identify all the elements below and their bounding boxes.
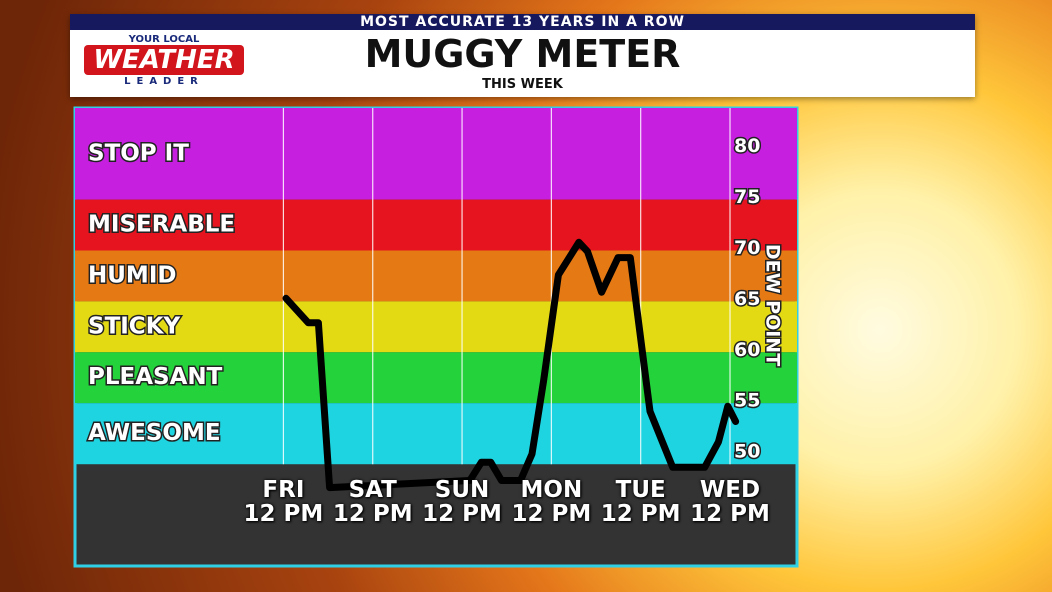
band-label: MISERABLE — [88, 212, 235, 238]
band-label: AWESOME — [88, 420, 221, 446]
band-label: HUMID — [88, 262, 176, 288]
band-label: PLEASANT — [88, 364, 223, 390]
y-tick-label: 60 — [734, 339, 760, 361]
y-tick-label: 80 — [734, 135, 760, 157]
band — [75, 403, 797, 465]
x-tick-label: SAT 12 PM — [332, 477, 413, 527]
y-tick-label: 55 — [734, 390, 760, 412]
chart-subtitle: THIS WEEK — [482, 77, 563, 92]
band-label: STICKY — [88, 313, 181, 339]
header: MOST ACCURATE 13 YEARS IN A ROW YOUR LOC… — [70, 14, 975, 97]
x-tick-label: MON 12 PM — [511, 477, 592, 527]
line — [282, 238, 740, 492]
x-tick-label: WED 12 PM — [690, 477, 770, 527]
logo-bottom: LEADER — [124, 76, 204, 87]
chart-title: MUGGY METER — [364, 32, 681, 76]
band — [75, 250, 797, 302]
y-tick-label: 70 — [734, 237, 760, 259]
x-tick-label: SUN 12 PM — [422, 477, 502, 527]
logo-main: WEATHER — [84, 45, 244, 75]
band — [75, 352, 797, 404]
band-label: STOP IT — [88, 140, 189, 166]
y-tick-label: 75 — [734, 186, 760, 208]
band — [75, 199, 797, 251]
logo: YOUR LOCAL WEATHER LEADER — [84, 32, 244, 92]
band — [75, 108, 797, 200]
x-tick-label: FRI 12 PM — [243, 477, 324, 527]
logo-top: YOUR LOCAL — [128, 34, 200, 45]
y-axis-label: DEW POINT — [762, 244, 784, 366]
banner: MOST ACCURATE 13 YEARS IN A ROW — [70, 14, 975, 30]
y-tick-label: 65 — [734, 288, 760, 310]
band — [75, 301, 797, 353]
y-tick-label: 50 — [734, 441, 760, 463]
x-tick-label: TUE 12 PM — [600, 477, 681, 527]
